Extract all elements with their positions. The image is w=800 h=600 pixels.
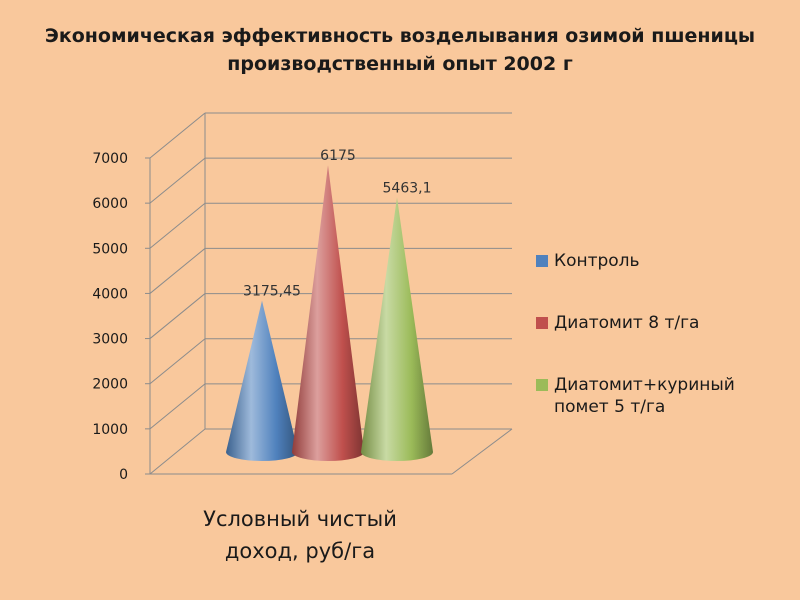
legend-swatch-control [536,255,548,267]
gridline-diagonal [149,293,206,339]
title-line-1: Экономическая эффективность возделывания… [44,25,756,47]
y-tick-label: 2000 [92,377,128,393]
cone-bar [292,165,364,461]
data-label: 3175,45 [243,284,301,300]
gridline-diagonal [149,338,206,385]
y-tick-label: 0 [119,467,128,483]
data-label: 5463,1 [383,180,432,196]
legend-label-diatomite: Диатомит 8 т/га [554,313,700,333]
y-tick-label: 7000 [92,151,128,167]
legend-item-diatomite: Диатомит 8 т/га [530,312,699,334]
gridline-diagonal [149,157,206,204]
legend-swatch-diatomite-manure [536,379,548,391]
legend-item-diatomite-manure: Диатомит+куриный помет 5 т/га [530,374,764,418]
cone-bar [361,197,433,461]
y-tick-label: 4000 [92,286,128,302]
legend-label-diatomite-manure: Диатомит+куриный помет 5 т/га [554,375,735,417]
gridline-diagonal [149,248,206,294]
legend-label-control: Контроль [554,251,640,271]
legend-swatch-diatomite [536,317,548,329]
title-line-2: производственный опыт 2002 г [227,53,573,75]
gridline-diagonal [149,112,206,159]
y-tick-label: 6000 [92,196,128,212]
cone-bar [226,300,298,461]
gridline-diagonal [149,428,206,475]
y-tick-label: 1000 [92,422,128,438]
gridline-diagonal [149,202,206,249]
data-label: 6175 [320,148,356,164]
y-tick-label: 3000 [92,332,128,348]
gridline-diagonal [149,383,206,430]
chart-title: Экономическая эффективность возделывания… [0,22,800,78]
x-category-label: Условный чистый доход, руб/га [203,507,397,563]
y-tick-label: 5000 [92,241,128,257]
legend-item-control: Контроль [530,250,640,272]
